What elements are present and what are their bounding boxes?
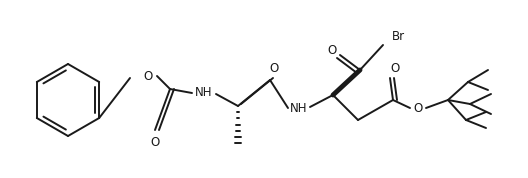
Text: Br: Br: [391, 30, 404, 43]
Text: O: O: [144, 69, 153, 82]
Text: NH: NH: [195, 87, 213, 100]
Text: NH: NH: [290, 101, 308, 114]
Text: O: O: [390, 62, 400, 75]
Text: O: O: [413, 101, 422, 114]
Text: O: O: [327, 43, 337, 56]
Text: O: O: [150, 137, 159, 150]
Text: O: O: [269, 62, 279, 75]
